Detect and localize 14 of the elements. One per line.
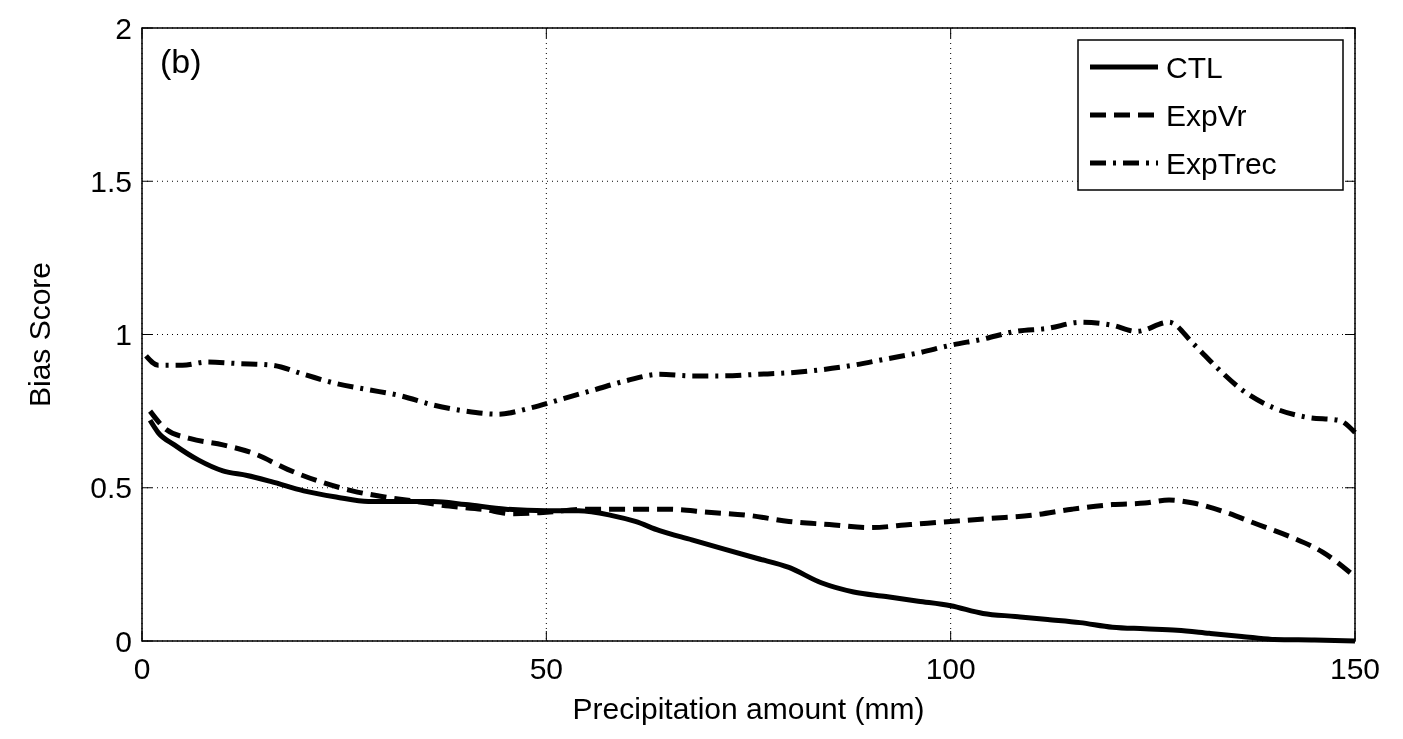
y-tick-label: 1.5 [90, 164, 132, 198]
x-axis-title: Precipitation amount (mm) [572, 692, 925, 725]
y-tick-label: 1 [115, 318, 132, 351]
x-tick-label: 100 [925, 652, 976, 685]
legend-label: ExpVr [1166, 98, 1247, 132]
y-tick-label: 2 [115, 11, 132, 45]
legend-label: ExpTrec [1166, 146, 1277, 180]
y-axis-title: Bias Score [23, 261, 56, 408]
y-tick-label: 0.5 [90, 471, 132, 505]
y-tick-label: 0 [115, 624, 132, 658]
legend-label: CTL [1166, 50, 1223, 84]
x-tick-label: 50 [529, 652, 564, 685]
x-tick-label: 150 [1329, 652, 1381, 685]
annotation: (b) [160, 42, 202, 80]
